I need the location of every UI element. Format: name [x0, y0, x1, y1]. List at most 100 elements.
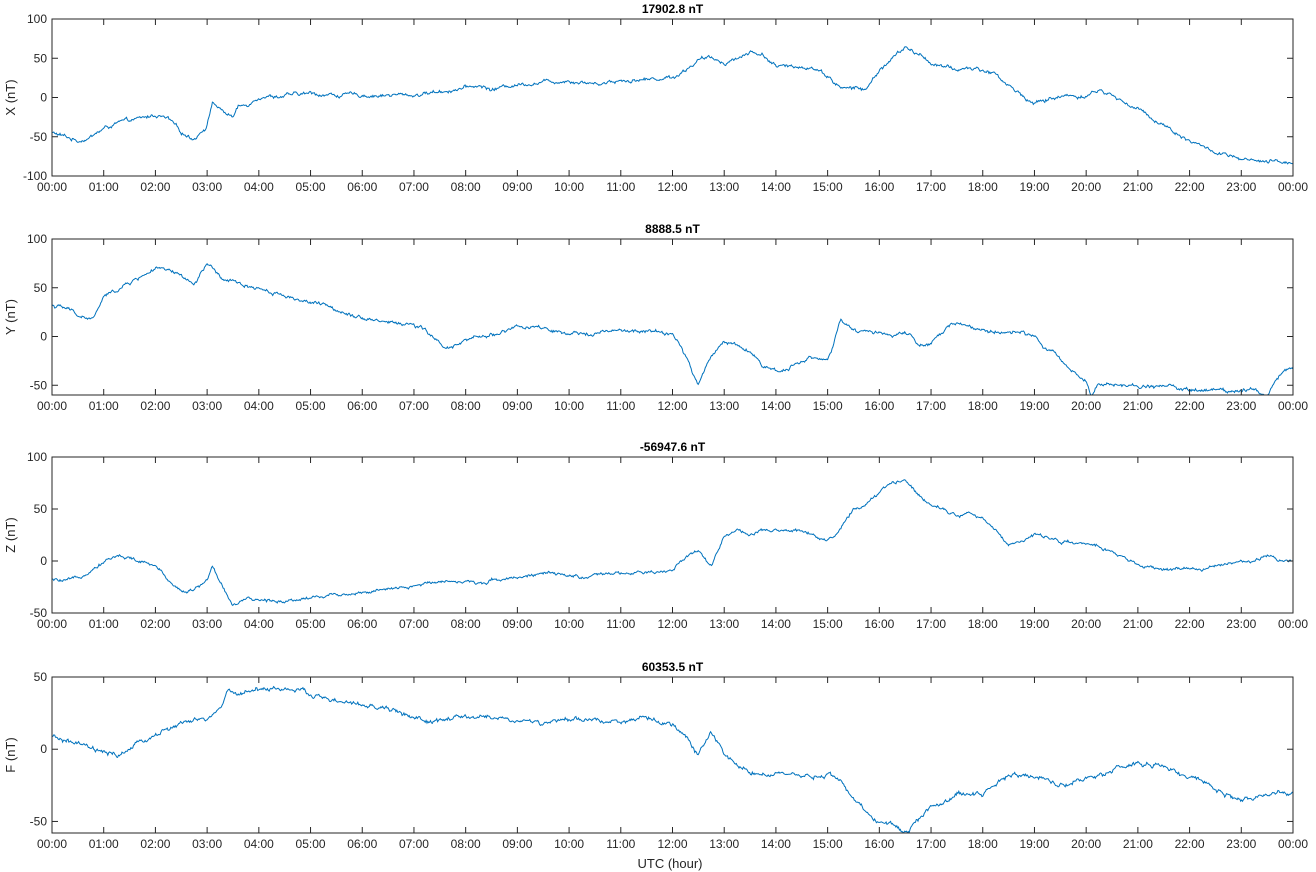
y-tick-label: 100 [27, 232, 47, 246]
x-tick-label: 09:00 [502, 399, 532, 413]
x-tick-label: 09:00 [502, 617, 532, 631]
x-tick-label: 14:00 [761, 180, 791, 194]
panel-title: 17902.8 nT [642, 2, 704, 16]
x-tick-label: 08:00 [451, 399, 481, 413]
x-tick-label: 23:00 [1226, 180, 1256, 194]
x-tick-label: 12:00 [657, 617, 687, 631]
x-tick-label: 23:00 [1226, 617, 1256, 631]
x-tick-label: 14:00 [761, 837, 791, 851]
y-tick-label: 0 [40, 330, 47, 344]
x-tick-label: 17:00 [916, 399, 946, 413]
y-tick-label: -50 [30, 378, 48, 392]
x-tick-label: 08:00 [451, 617, 481, 631]
x-tick-label: 17:00 [916, 617, 946, 631]
x-tick-label: 10:00 [554, 180, 584, 194]
x-tick-label: 12:00 [657, 399, 687, 413]
x-tick-label: 00:00 [1278, 617, 1308, 631]
y-axis-label: F (nT) [3, 737, 18, 772]
x-tick-label: 11:00 [606, 617, 635, 631]
x-tick-label: 12:00 [657, 180, 687, 194]
y-axis-label: Z (nT) [3, 517, 18, 552]
x-tick-label: 22:00 [1175, 180, 1205, 194]
x-tick-label: 18:00 [968, 399, 998, 413]
x-tick-label: 02:00 [140, 617, 170, 631]
x-tick-label: 19:00 [1019, 837, 1049, 851]
x-tick-label: 01:00 [89, 617, 119, 631]
x-tick-label: 00:00 [37, 399, 67, 413]
x-tick-label: 11:00 [606, 399, 635, 413]
x-tick-label: 04:00 [244, 180, 274, 194]
x-tick-label: 02:00 [140, 399, 170, 413]
x-tick-label: 03:00 [192, 399, 222, 413]
x-tick-label: 12:00 [657, 837, 687, 851]
y-tick-label: 0 [40, 554, 47, 568]
y-tick-label: -50 [30, 606, 48, 620]
x-tick-label: 05:00 [296, 837, 326, 851]
x-tick-label: 20:00 [1071, 399, 1101, 413]
x-tick-label: 17:00 [916, 180, 946, 194]
y-tick-label: -50 [30, 130, 48, 144]
x-tick-label: 23:00 [1226, 399, 1256, 413]
series-line [52, 479, 1293, 607]
x-tick-label: 02:00 [140, 180, 170, 194]
y-tick-label: 50 [34, 502, 48, 516]
x-tick-label: 04:00 [244, 399, 274, 413]
x-tick-label: 03:00 [192, 617, 222, 631]
y-axis-label: Y (nT) [3, 299, 18, 335]
x-tick-label: 19:00 [1019, 180, 1049, 194]
axes-box [51, 18, 1294, 177]
x-tick-label: 18:00 [968, 617, 998, 631]
x-tick-label: 00:00 [1278, 837, 1308, 851]
x-tick-label: 00:00 [1278, 180, 1308, 194]
x-tick-label: 09:00 [502, 837, 532, 851]
x-tick-label: 22:00 [1175, 399, 1205, 413]
x-tick-label: 16:00 [864, 180, 894, 194]
x-tick-label: 17:00 [916, 837, 946, 851]
x-tick-label: 06:00 [347, 399, 377, 413]
x-tick-label: 14:00 [761, 617, 791, 631]
panel-x: 17902.8 nT X (nT) -100 -50 0 50 100 00:00 01:00 0… [3, 2, 1308, 194]
x-tick-label: 09:00 [502, 180, 532, 194]
x-tick-label: 05:00 [296, 180, 326, 194]
x-tick-label: 03:00 [192, 180, 222, 194]
axes-box [51, 238, 1294, 396]
y-tick-label: 50 [34, 281, 48, 295]
x-tick-label: 21:00 [1123, 617, 1153, 631]
x-tick-label: 06:00 [347, 180, 377, 194]
x-tick-label: 23:00 [1226, 837, 1256, 851]
x-tick-label: 11:00 [606, 837, 635, 851]
panel-f: 60353.5 nT F (nT) -50 0 50 00:00 01:00 02:00 03:… [3, 660, 1308, 851]
panel-z: -56947.6 nT Z (nT) -50 0 50 100 00:00 01:00 02:0… [3, 440, 1308, 631]
x-tick-label: 18:00 [968, 180, 998, 194]
panel-y: 8888.5 nT Y (nT) -50 0 50 100 00:00 01:00 02:00 0… [3, 222, 1308, 413]
x-tick-label: 01:00 [89, 837, 119, 851]
series-line [52, 685, 1293, 833]
x-tick-label: 00:00 [37, 180, 67, 194]
x-tick-label: 13:00 [709, 180, 739, 194]
x-tick-label: 19:00 [1019, 399, 1049, 413]
y-tick-label: 100 [27, 450, 47, 464]
x-tick-label: 00:00 [1278, 399, 1308, 413]
x-tick-label: 22:00 [1175, 617, 1205, 631]
x-tick-label: 01:00 [89, 399, 119, 413]
x-tick-label: 22:00 [1175, 837, 1205, 851]
x-tick-label: 14:00 [761, 399, 791, 413]
x-tick-label: 10:00 [554, 837, 584, 851]
axes-box [51, 676, 1294, 834]
x-tick-label: 19:00 [1019, 617, 1049, 631]
y-tick-label: -100 [23, 169, 47, 183]
x-tick-label: 20:00 [1071, 837, 1101, 851]
axes-box [51, 456, 1294, 614]
x-tick-label: 04:00 [244, 837, 274, 851]
x-tick-label: 13:00 [709, 617, 739, 631]
x-tick-label: 16:00 [864, 399, 894, 413]
x-tick-label: 05:00 [296, 399, 326, 413]
x-tick-label: 18:00 [968, 837, 998, 851]
x-tick-label: 15:00 [813, 617, 843, 631]
x-axis-label: UTC (hour) [637, 856, 702, 871]
x-tick-label: 02:00 [140, 837, 170, 851]
x-tick-label: 08:00 [451, 180, 481, 194]
panel-title: 8888.5 nT [645, 222, 700, 236]
x-tick-label: 21:00 [1123, 837, 1153, 851]
